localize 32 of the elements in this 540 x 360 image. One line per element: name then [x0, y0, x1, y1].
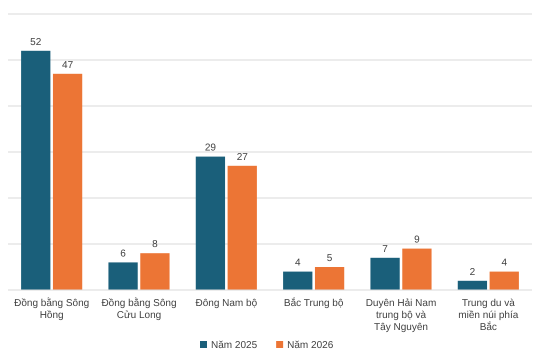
- data-label: 2: [470, 266, 476, 278]
- x-tick-label: Đông Nam bộ: [195, 298, 258, 309]
- bar: [21, 50, 50, 290]
- data-label: 7: [382, 244, 388, 255]
- x-tick-label: Đồng bằng Sông Hồng: [14, 297, 90, 321]
- x-tick-label: Duyên Hải Nam trung bộ và Tây Nguyên: [366, 298, 436, 333]
- data-label: 29: [204, 142, 216, 154]
- bar: [402, 248, 432, 290]
- data-label: 27: [236, 152, 248, 163]
- legend-label: Năm 2025: [211, 340, 258, 351]
- bar: [314, 267, 344, 290]
- bar: [228, 166, 257, 290]
- bar: [52, 74, 82, 290]
- x-tick-label: Đồng bằng Sông Cửu Long: [101, 297, 177, 321]
- data-label: 47: [62, 60, 74, 71]
- data-label: 4: [501, 258, 508, 269]
- data-label: 5: [326, 253, 333, 264]
- bar: [490, 272, 519, 290]
- bar: [458, 280, 488, 290]
- legend-label: Năm 2026: [287, 340, 334, 351]
- data-label: 9: [414, 234, 420, 246]
- bar: [283, 272, 312, 290]
- bar: [196, 156, 226, 290]
- bar: [140, 253, 170, 290]
- x-tick-label: Trung du và miền núi phía Bắc: [458, 298, 519, 333]
- bar: [370, 258, 400, 290]
- data-label: 8: [152, 239, 158, 250]
- data-label: 4: [294, 258, 301, 269]
- x-tick-label: Bắc Trung bộ: [284, 297, 344, 309]
- bar: [108, 262, 138, 290]
- data-label: 52: [30, 36, 42, 48]
- data-label: 6: [120, 248, 126, 260]
